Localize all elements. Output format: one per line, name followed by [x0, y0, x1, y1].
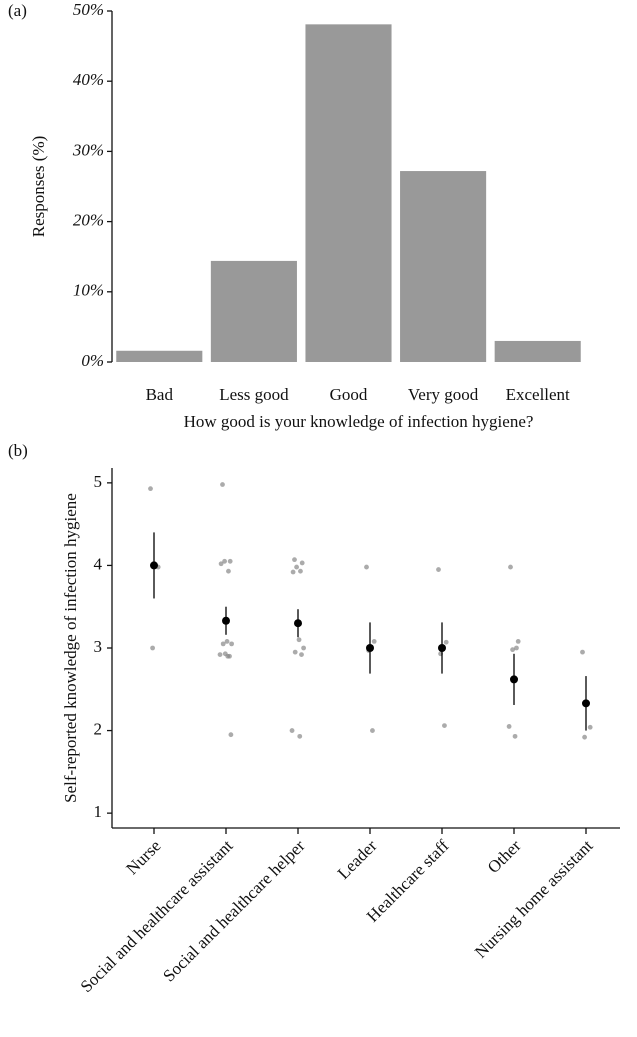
data-point	[148, 486, 153, 492]
y-tick-label: 1	[94, 802, 103, 821]
mean-point	[582, 699, 590, 708]
data-point	[370, 728, 375, 733]
bar	[116, 350, 203, 362]
data-point	[512, 733, 518, 739]
data-point	[292, 649, 298, 655]
data-point	[222, 651, 228, 657]
data-point	[220, 482, 225, 487]
data-point	[510, 647, 515, 653]
x-tick-label: Good	[330, 385, 368, 404]
y-axis-label: Responses (%)	[29, 136, 48, 238]
data-point	[301, 645, 306, 651]
x-axis-label: How good is your knowledge of infection …	[184, 412, 534, 431]
data-point	[294, 564, 299, 570]
y-axis-label: Self-reported knowledge of infection hyg…	[61, 493, 80, 803]
data-point	[587, 724, 593, 730]
mean-point	[222, 616, 230, 625]
x-tick-label: Very good	[408, 385, 479, 404]
data-point	[224, 638, 230, 644]
data-point	[508, 564, 513, 570]
data-point	[299, 560, 305, 566]
data-point	[217, 652, 223, 658]
x-tick-label: Nurse	[122, 836, 164, 878]
x-tick-label: Less good	[219, 385, 289, 404]
y-tick-label: 10%	[73, 281, 104, 300]
data-point	[506, 724, 512, 729]
mean-point	[294, 619, 302, 628]
data-point	[371, 638, 377, 644]
y-tick-label: 2	[94, 719, 103, 738]
x-tick-label: Social and healthcare assistant	[77, 836, 237, 996]
y-tick-label: 4	[94, 554, 103, 573]
data-point	[227, 558, 233, 564]
y-tick-label: 20%	[73, 211, 104, 230]
data-point	[515, 638, 521, 644]
y-tick-label: 3	[94, 637, 103, 656]
mean-point	[438, 644, 446, 652]
data-point	[150, 645, 156, 651]
y-tick-label: 0%	[81, 351, 104, 370]
data-point	[442, 723, 447, 729]
x-tick-label: Other	[484, 836, 525, 877]
y-tick-label: 40%	[73, 70, 104, 89]
data-point	[228, 732, 234, 738]
bar	[400, 171, 487, 362]
data-point	[580, 649, 585, 655]
data-point	[292, 557, 297, 563]
y-tick-label: 30%	[72, 140, 104, 159]
bar	[305, 24, 392, 362]
data-point	[582, 734, 587, 740]
panel-label: (a)	[8, 1, 27, 20]
data-point	[229, 641, 235, 647]
data-point	[364, 564, 369, 570]
mean-point	[150, 561, 158, 570]
mean-point	[366, 644, 374, 652]
mean-point	[510, 675, 518, 684]
data-point	[220, 641, 226, 647]
data-point	[226, 568, 231, 574]
data-point	[298, 568, 303, 574]
data-point	[299, 652, 304, 658]
data-point	[443, 639, 449, 645]
data-point	[290, 569, 296, 575]
x-tick-label: Bad	[146, 385, 174, 404]
data-point	[218, 561, 224, 567]
data-point	[514, 645, 519, 651]
x-tick-label: Excellent	[506, 385, 570, 404]
panel-label: (b)	[8, 441, 28, 460]
data-point	[436, 567, 441, 572]
x-tick-label: Nursing home assistant	[471, 836, 597, 962]
x-tick-label: Social and healthcare helper	[159, 836, 309, 986]
data-point	[297, 733, 303, 739]
data-point	[296, 637, 302, 643]
data-point	[289, 728, 295, 733]
data-point	[222, 558, 228, 564]
y-tick-label: 5	[94, 472, 103, 491]
x-tick-label: Leader	[334, 836, 381, 883]
bar	[494, 340, 581, 362]
y-tick-label: 50%	[73, 0, 104, 19]
bar	[210, 260, 297, 362]
